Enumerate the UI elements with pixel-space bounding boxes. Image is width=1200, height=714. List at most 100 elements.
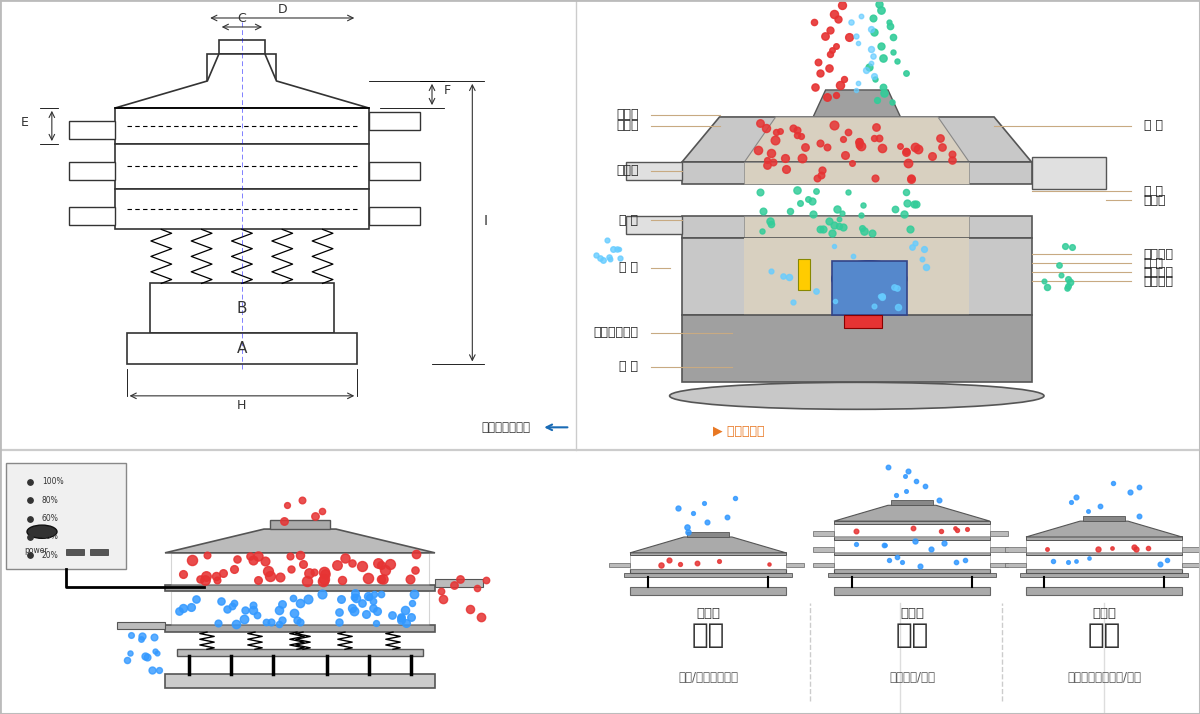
Point (875, 87, 894, 99)
Bar (178, 649, 424, 656)
Bar (845, 315, 882, 328)
Point (895, 471, 914, 482)
Point (726, 493, 745, 504)
Point (912, 253, 931, 265)
Point (901, 223, 920, 235)
Text: power: power (24, 545, 48, 555)
Bar (624, 573, 792, 577)
Point (461, 603, 480, 615)
Point (1049, 259, 1068, 271)
Point (1058, 556, 1078, 568)
Point (906, 536, 925, 547)
Text: 振动电机: 振动电机 (1144, 266, 1174, 278)
Point (888, 301, 907, 313)
Text: 加重块: 加重块 (1144, 193, 1166, 206)
Bar (798, 258, 810, 290)
Point (852, 209, 871, 221)
Bar (1026, 555, 1182, 568)
Point (364, 595, 383, 607)
Text: B: B (236, 301, 247, 316)
Point (600, 251, 619, 263)
Point (401, 573, 420, 585)
Point (694, 498, 713, 509)
Point (277, 500, 296, 511)
Point (314, 566, 334, 578)
Point (839, 32, 858, 44)
Point (290, 549, 310, 560)
Bar (70, 207, 115, 225)
Text: 束 环: 束 环 (619, 214, 638, 227)
Point (922, 543, 941, 555)
Point (862, 24, 881, 35)
Point (371, 573, 390, 585)
Point (353, 560, 372, 571)
Point (914, 243, 934, 254)
Point (316, 568, 335, 579)
Bar (70, 121, 115, 139)
Bar (1026, 587, 1182, 595)
Bar (990, 531, 1008, 536)
Point (604, 243, 623, 254)
Point (299, 593, 318, 605)
Point (1091, 501, 1110, 512)
Text: 上部重锤: 上部重锤 (1144, 248, 1174, 261)
Point (476, 575, 496, 586)
Point (1079, 506, 1098, 517)
Point (367, 605, 386, 616)
Point (697, 516, 716, 528)
Point (821, 49, 840, 60)
Point (752, 226, 772, 237)
Point (660, 554, 679, 565)
Point (116, 654, 136, 665)
Point (896, 145, 916, 156)
Point (259, 565, 278, 577)
Point (846, 526, 865, 537)
Point (677, 521, 696, 533)
Point (352, 597, 371, 608)
Bar (834, 536, 990, 540)
Bar (270, 520, 330, 529)
Point (805, 81, 824, 92)
Point (281, 563, 300, 575)
Text: 分级: 分级 (691, 620, 725, 649)
Point (222, 600, 241, 612)
Point (773, 270, 792, 281)
Point (901, 173, 920, 184)
Point (1062, 496, 1081, 508)
Point (784, 296, 803, 308)
Point (610, 252, 629, 263)
Point (806, 285, 826, 296)
Polygon shape (682, 315, 1032, 383)
Point (137, 651, 156, 663)
Point (391, 612, 410, 623)
Point (272, 614, 292, 625)
Point (293, 494, 312, 506)
Bar (1006, 547, 1026, 551)
Point (828, 13, 847, 24)
Point (761, 216, 780, 227)
Bar (218, 41, 265, 54)
Point (869, 0, 888, 10)
Point (787, 124, 806, 136)
Point (864, 71, 883, 82)
Text: 机 座: 机 座 (619, 360, 638, 373)
Text: 筛 网: 筛 网 (1144, 119, 1163, 133)
Point (892, 556, 911, 568)
Bar (814, 547, 834, 551)
Point (899, 466, 918, 477)
Point (678, 526, 697, 538)
Point (946, 522, 965, 533)
Point (833, 134, 852, 145)
Point (947, 556, 966, 568)
Bar (630, 553, 786, 555)
Point (20, 513, 40, 524)
Bar (744, 216, 970, 238)
Bar (368, 162, 420, 180)
Text: F: F (444, 84, 451, 98)
Point (894, 208, 913, 220)
Point (870, 132, 889, 144)
Point (290, 616, 310, 628)
Point (883, 46, 902, 57)
Text: 除杂: 除杂 (1087, 620, 1121, 649)
Point (1139, 542, 1158, 553)
